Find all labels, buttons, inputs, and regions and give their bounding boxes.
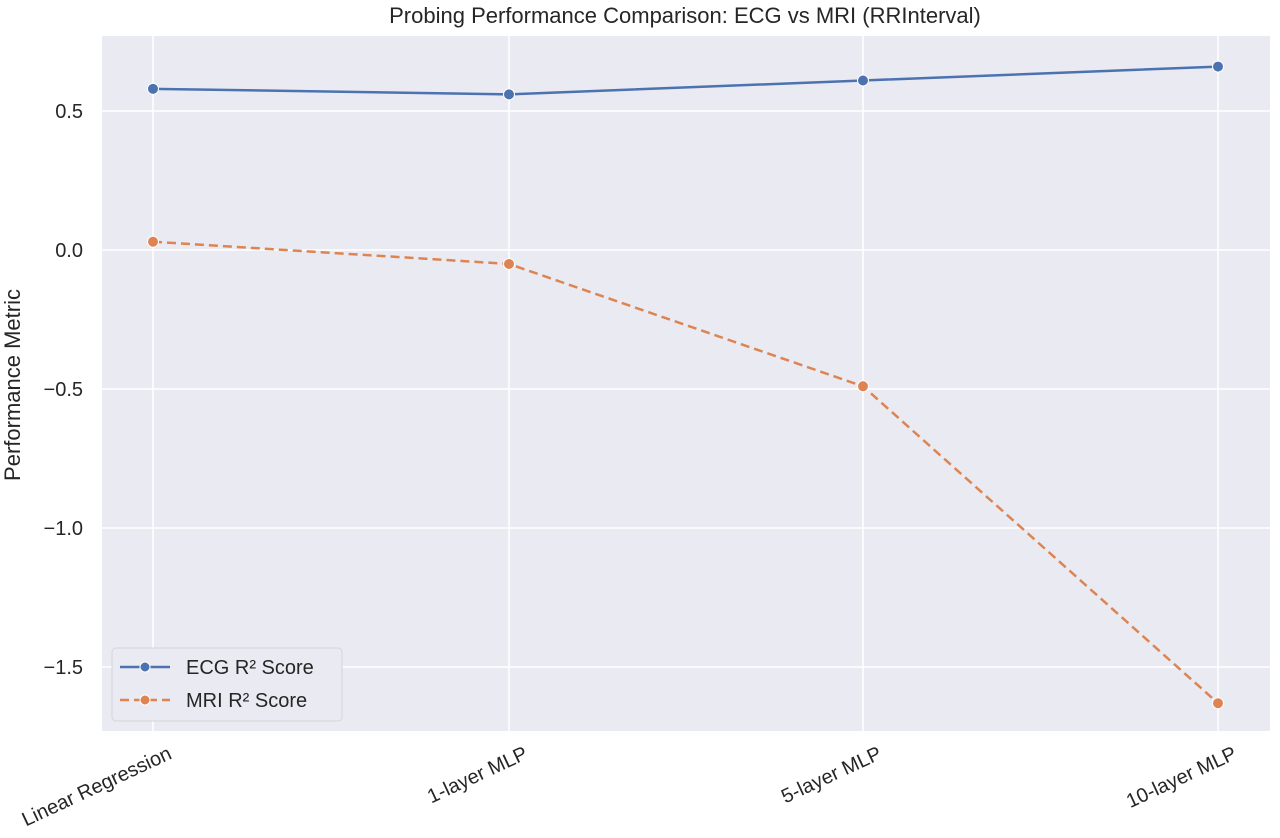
legend-ecg-label: ECG R² Score xyxy=(186,657,314,679)
x-tick-label: 10-layer MLP xyxy=(1123,743,1240,813)
x-tick-label: 5-layer MLP xyxy=(778,743,885,809)
x-tick-label: 1-layer MLP xyxy=(424,743,531,809)
data-point xyxy=(147,235,159,248)
series-line-1 xyxy=(152,240,1219,705)
y-axis-label: Performance Metric xyxy=(0,289,25,481)
data-point xyxy=(857,74,869,87)
data-point xyxy=(1212,697,1224,710)
plot-background xyxy=(102,36,1270,731)
data-point xyxy=(503,257,515,270)
y-tick-label: 0.0 xyxy=(55,240,83,262)
data-point xyxy=(857,380,869,393)
chart-title: Probing Performance Comparison: ECG vs M… xyxy=(389,3,981,28)
legend-mri-label: MRI R² Score xyxy=(186,690,307,712)
data-point xyxy=(1212,60,1224,73)
x-axis-ticks: Linear Regression 1-layer MLP 5-layer MLP 1… xyxy=(19,743,1240,832)
data-point xyxy=(503,88,515,101)
y-tick-label: 0.5 xyxy=(55,101,83,123)
series-line-0 xyxy=(152,65,1219,96)
y-tick-label: −1.0 xyxy=(44,518,83,540)
legend-mri-marker xyxy=(139,694,151,706)
data-point xyxy=(147,82,159,95)
y-tick-label: −0.5 xyxy=(44,379,83,401)
y-axis-ticks: 0.5 0.0 −0.5 −1.0 −1.5 xyxy=(44,101,83,679)
legend: ECG R² Score MRI R² Score xyxy=(111,647,343,722)
series-lines xyxy=(147,60,1224,710)
x-tick-label: Linear Regression xyxy=(19,743,175,832)
y-tick-label: −1.5 xyxy=(44,657,83,679)
legend-ecg-marker xyxy=(139,661,151,673)
